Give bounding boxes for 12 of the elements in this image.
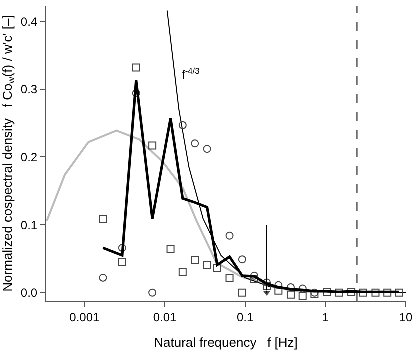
y-tick-label: 0.3 [20,82,38,97]
y-tick-label: 0.1 [20,218,38,232]
x-tick-label: 0.1 [236,310,254,324]
annotation: f$^{-4/3}$ [182,66,200,82]
x-tick-label: 1 [322,310,330,324]
x-tick-label: 0.01 [153,310,178,324]
x-axis-title: Natural frequency f [Hz] [154,335,298,350]
x-tick-label: 0.001 [70,310,100,324]
y-tick-label: 0.2 [20,150,38,164]
y-tick-label: 0.4 [20,14,38,29]
x-tick-label: 10 [399,310,413,324]
y-tick-label: 0.0 [20,286,38,300]
